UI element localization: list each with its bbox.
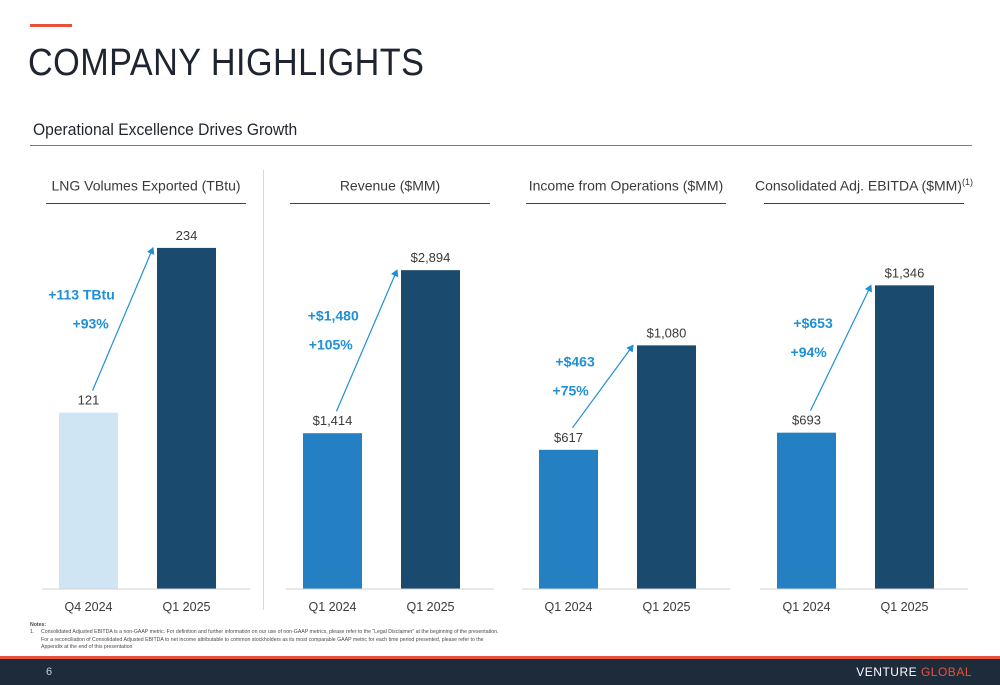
footer-bar: 6 VENTURE GLOBAL xyxy=(0,659,1000,685)
category-label: Q1 2025 xyxy=(881,600,929,614)
section-divider xyxy=(30,145,972,146)
brand-word-global: GLOBAL xyxy=(920,665,972,679)
chart-svg: 121 Q4 2024 234 Q1 2025 +113 TBtu +93% xyxy=(42,228,250,614)
bar-q1-2025 xyxy=(637,345,696,589)
note-text: Consolidated Adjusted EBITDA is a non-GA… xyxy=(41,629,499,650)
chart-title-rule xyxy=(290,203,490,204)
chart-adj-ebitda: Consolidated Adj. EBITDA ($MM)(1) $693 Q1… xyxy=(746,170,982,620)
chart-lng-volumes: LNG Volumes Exported (TBtu) 121 Q4 2024 23… xyxy=(28,170,264,620)
category-label: Q1 2024 xyxy=(545,600,593,614)
bar-q1-2025 xyxy=(875,285,934,589)
data-label: $693 xyxy=(792,413,821,428)
category-label: Q4 2024 xyxy=(65,600,113,614)
chart-title: Revenue ($MM) xyxy=(339,177,441,194)
change-arrow xyxy=(335,269,399,412)
section-title: Operational Excellence Drives Growth xyxy=(33,120,298,139)
category-label: Q1 2025 xyxy=(163,600,211,614)
category-label: Q1 2025 xyxy=(407,600,455,614)
bar-q1-2025 xyxy=(157,247,216,589)
bar-q1-2024 xyxy=(303,433,362,589)
chart-income-from-operations: Income from Operations ($MM) $617 Q1 2024… xyxy=(508,170,744,620)
change-percent-label: +105% xyxy=(309,337,354,353)
chart-title-rule xyxy=(526,203,726,204)
footnotes: Notes: 1. Consolidated Adjusted EBITDA i… xyxy=(30,622,500,651)
footer-accent-line xyxy=(0,656,1000,659)
bar-q1-2025 xyxy=(401,270,460,589)
change-arrow xyxy=(572,344,634,429)
data-label: $2,894 xyxy=(411,250,451,265)
bar-q1-2024 xyxy=(539,449,598,589)
chart-svg: $693 Q1 2024 $1,346 Q1 2025 +$653 +94% xyxy=(760,265,968,614)
chart-title-rule xyxy=(764,203,964,204)
chart-title: LNG Volumes Exported (TBtu) xyxy=(51,177,241,194)
data-label: $1,346 xyxy=(885,265,925,280)
change-arrow xyxy=(809,284,872,411)
notes-heading: Notes: xyxy=(30,622,47,628)
change-percent-label: +75% xyxy=(553,383,590,399)
note-item: 1. Consolidated Adjusted EBITDA is a non… xyxy=(30,629,500,651)
bar-q4-2024 xyxy=(59,412,118,589)
data-label: 121 xyxy=(78,393,100,408)
bar-q1-2024 xyxy=(777,432,836,589)
page-number: 6 xyxy=(46,666,53,678)
chart-revenue: Revenue ($MM) $1,414 Q1 2024 $2,894 Q1 2025… xyxy=(272,170,508,620)
data-label: $617 xyxy=(554,430,583,445)
chart-svg: $1,414 Q1 2024 $2,894 Q1 2025 +$1,480 +105% xyxy=(286,250,494,614)
data-label: 234 xyxy=(176,228,198,243)
change-arrow xyxy=(91,246,155,391)
category-label: Q1 2025 xyxy=(643,600,691,614)
change-percent-label: +94% xyxy=(791,344,828,360)
panel-divider xyxy=(263,170,264,610)
brand-word-venture: VENTURE xyxy=(856,665,921,679)
page-title: COMPANY HIGHLIGHTS xyxy=(28,42,425,84)
change-absolute-label: +$653 xyxy=(793,315,833,331)
category-label: Q1 2024 xyxy=(309,600,357,614)
chart-svg: $617 Q1 2024 $1,080 Q1 2025 +$463 +75% xyxy=(522,325,730,614)
brand-logo: VENTURE GLOBAL xyxy=(856,665,972,679)
change-absolute-label: +$1,480 xyxy=(308,308,359,324)
change-absolute-label: +$463 xyxy=(555,354,595,370)
note-number: 1. xyxy=(30,629,35,636)
chart-title: Consolidated Adj. EBITDA ($MM)(1) xyxy=(755,177,973,194)
data-label: $1,080 xyxy=(647,325,687,340)
data-label: $1,414 xyxy=(313,413,353,428)
category-label: Q1 2024 xyxy=(783,600,831,614)
chart-title: Income from Operations ($MM) xyxy=(528,177,724,194)
title-accent-line xyxy=(30,24,72,27)
change-percent-label: +93% xyxy=(73,315,110,331)
change-absolute-label: +113 TBtu xyxy=(48,286,115,302)
chart-title-rule xyxy=(46,203,246,204)
